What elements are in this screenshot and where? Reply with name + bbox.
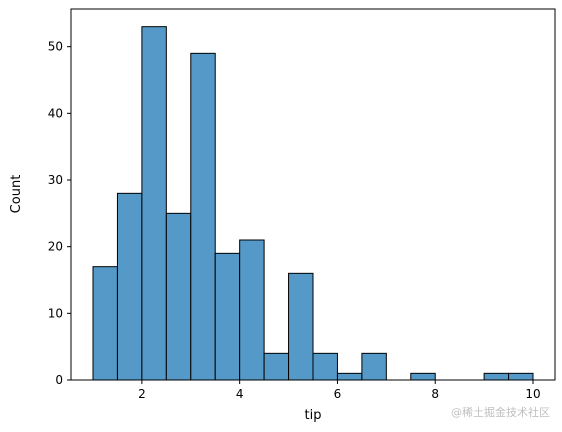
y-tick-label: 40	[48, 106, 63, 120]
histogram-bar	[141, 26, 167, 381]
x-tick-label: 8	[431, 387, 439, 401]
y-tick-label: 30	[48, 173, 63, 187]
histogram-bar	[410, 372, 436, 381]
x-tick-label: 10	[525, 387, 540, 401]
y-tick-label: 10	[48, 306, 63, 320]
histogram-bar	[165, 212, 192, 381]
y-axis-label: Count	[9, 175, 24, 214]
histogram-bar	[92, 266, 118, 381]
histogram-bar	[214, 252, 241, 381]
histogram-bar	[312, 352, 338, 381]
x-axis: 2 4 6 8 10	[138, 380, 541, 401]
histogram-bar	[361, 352, 387, 381]
y-tick-label: 0	[55, 373, 63, 387]
histogram-bar	[336, 372, 363, 381]
x-axis-label: tip	[305, 408, 322, 423]
histogram-bar	[508, 372, 534, 381]
bars-layer	[92, 26, 534, 381]
x-tick-label: 4	[236, 387, 244, 401]
x-tick-label: 2	[138, 387, 146, 401]
watermark-text: @稀土掘金技术社区	[451, 405, 550, 419]
y-tick-label: 50	[48, 40, 63, 54]
histogram-bar	[288, 272, 314, 381]
y-axis: 0 10 20 30 40 50	[48, 40, 71, 387]
histogram-bar	[263, 352, 290, 381]
histogram-bar	[483, 372, 510, 381]
plot-frame	[70, 8, 556, 381]
y-tick-label: 20	[48, 240, 63, 254]
histogram-bar	[116, 192, 143, 381]
histogram-bar	[190, 52, 216, 381]
histogram-bar	[239, 239, 265, 381]
x-tick-label: 6	[334, 387, 342, 401]
